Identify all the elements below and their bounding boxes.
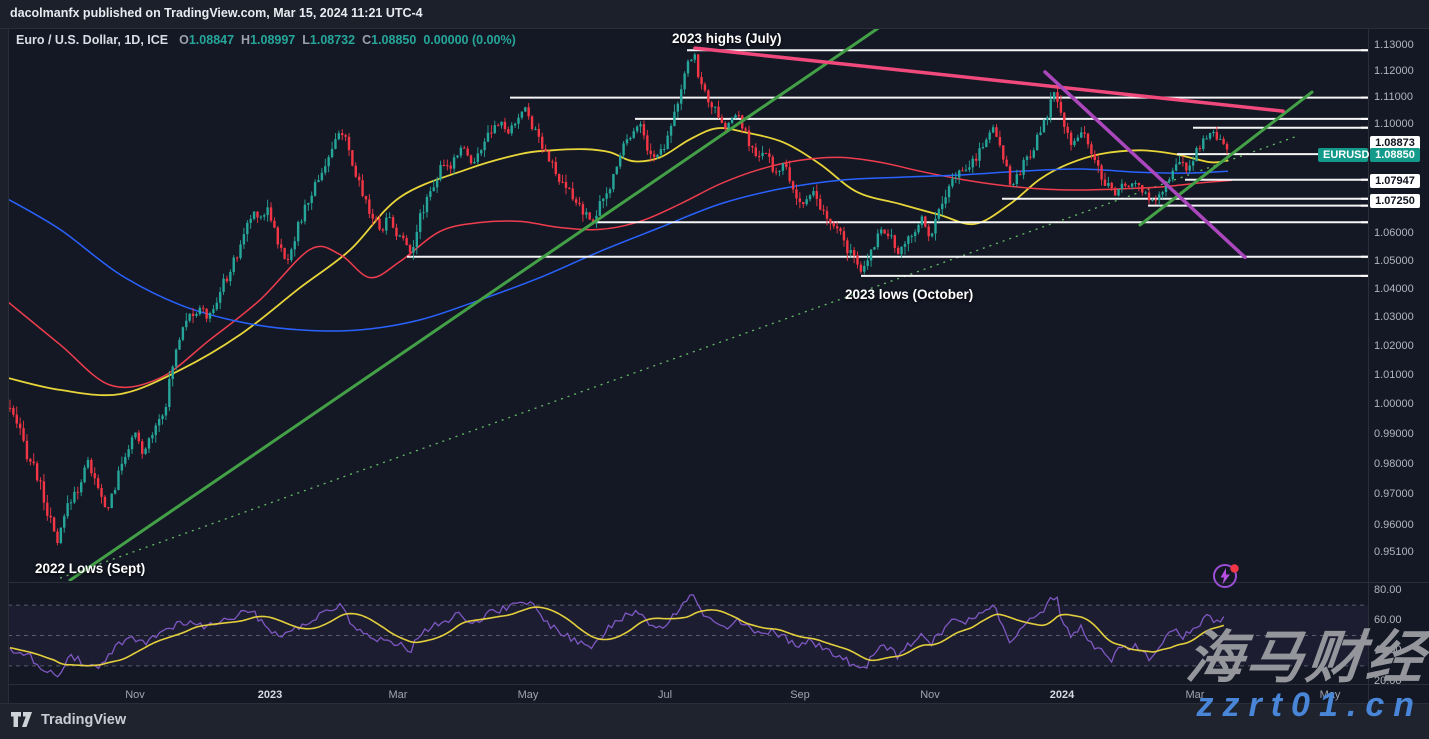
ma-blue-200 bbox=[8, 168, 1229, 332]
rsi-tick-label: 20.00 bbox=[1374, 674, 1402, 687]
ohlc-value: 1.08732 bbox=[309, 33, 356, 47]
ohlc-values: O1.08847 H1.08997 L1.08732 C1.08850 0.00000 … bbox=[172, 33, 516, 47]
trendline-downtrend-late-2023[interactable] bbox=[1043, 70, 1247, 260]
rsi-ma-line bbox=[9, 606, 1225, 667]
trendline-uptrend-from-2022-lows[interactable] bbox=[68, 20, 890, 581]
candlestick-series bbox=[8, 52, 1229, 546]
price-tick-label: 1.03000 bbox=[1374, 311, 1414, 324]
price-level-label: 1.08873 bbox=[1370, 135, 1420, 150]
change-value: 0.00000 (0.00%) bbox=[423, 33, 516, 47]
rsi-tick-label: 40.00 bbox=[1374, 644, 1402, 657]
footer-brand[interactable]: TradingView bbox=[10, 711, 126, 728]
ohlc-label: H bbox=[241, 33, 251, 47]
annotation-2023-highs[interactable]: 2023 highs (July) bbox=[672, 31, 782, 46]
rsi-pane[interactable] bbox=[8, 594, 1368, 678]
price-tick-label: 1.06000 bbox=[1374, 226, 1414, 239]
rsi-tick-label: 80.00 bbox=[1374, 583, 1402, 596]
price-tick-label: 1.10000 bbox=[1374, 117, 1414, 130]
symbol-legend: Euro / U.S. Dollar, 1D, ICE O1.08847 H1.08… bbox=[16, 33, 516, 47]
trendline-dashed-channel-line[interactable] bbox=[59, 136, 1296, 579]
lightning-button[interactable] bbox=[1209, 558, 1243, 592]
price-tick-label: 1.13000 bbox=[1374, 38, 1414, 51]
watermark-cjk: 海马财经 bbox=[1183, 626, 1429, 690]
price-tick-label: 0.99000 bbox=[1374, 428, 1414, 441]
annotation-2023-lows[interactable]: 2023 lows (October) bbox=[845, 287, 974, 302]
ohlc-label: O bbox=[179, 33, 189, 47]
time-tick-label: May bbox=[1319, 689, 1341, 701]
chart-chrome bbox=[0, 28, 1429, 704]
rsi-tick-label: 60.00 bbox=[1374, 613, 1402, 626]
ohlc-value: 1.08850 bbox=[371, 33, 417, 47]
trendline-uptrend-2024[interactable] bbox=[1138, 90, 1314, 227]
time-tick-label: Nov bbox=[125, 689, 145, 701]
time-tick-label: Jul bbox=[657, 689, 673, 701]
lightning-icon bbox=[1213, 564, 1239, 588]
price-tick-label: 0.98000 bbox=[1374, 457, 1414, 470]
price-pane[interactable] bbox=[8, 20, 1368, 581]
ohlc-label: C bbox=[362, 33, 372, 47]
symbol-title[interactable]: Euro / U.S. Dollar, 1D, ICE bbox=[16, 33, 169, 47]
byline: dacolmanfx published on TradingView.com,… bbox=[10, 6, 423, 20]
ma-red-fast bbox=[8, 156, 1233, 389]
price-tick-label: 1.00000 bbox=[1374, 398, 1414, 411]
footer-background bbox=[0, 703, 1429, 739]
notification-dot-icon bbox=[1230, 564, 1239, 573]
annotation-2022-lows[interactable]: 2022 Lows (Sept) bbox=[35, 561, 146, 576]
current-price-symbol: EURUSD bbox=[1318, 148, 1369, 162]
price-tick-label: 0.95100 bbox=[1374, 546, 1414, 559]
time-tick-label: May bbox=[517, 689, 539, 701]
price-tick-label: 1.05000 bbox=[1374, 254, 1414, 267]
trendline-resistance-from-2023-highs[interactable] bbox=[693, 46, 1285, 113]
price-level-label: 1.07947 bbox=[1370, 173, 1420, 188]
price-tick-label: 0.96000 bbox=[1374, 518, 1414, 531]
ohlc-value: 1.08847 bbox=[188, 33, 235, 47]
price-tick-label: 1.04000 bbox=[1374, 282, 1414, 295]
time-tick-label: Nov bbox=[920, 689, 940, 701]
ma-yellow-slow bbox=[8, 127, 1229, 397]
price-level-label: 1.07250 bbox=[1370, 193, 1420, 208]
watermark-url: zzrt01.cn bbox=[1196, 686, 1423, 724]
time-tick-label: 2023 bbox=[257, 689, 283, 701]
chart-pane-background bbox=[8, 28, 1429, 703]
price-tick-label: 0.97000 bbox=[1374, 488, 1414, 501]
time-tick-label: 2024 bbox=[1049, 689, 1075, 701]
tradingview-logo-icon bbox=[11, 712, 32, 727]
ohlc-label: L bbox=[302, 33, 310, 47]
time-tick-label: Mar bbox=[388, 689, 408, 701]
footer-brand-text: TradingView bbox=[41, 711, 127, 728]
current-price-value: 1.08850 bbox=[1370, 148, 1420, 162]
price-tick-label: 1.01000 bbox=[1374, 369, 1414, 382]
price-tick-label: 1.12000 bbox=[1374, 64, 1414, 77]
price-tick-label: 1.02000 bbox=[1374, 340, 1414, 353]
time-tick-label: Mar bbox=[1185, 689, 1205, 701]
current-price-label: EURUSD 1.08850 bbox=[1318, 148, 1420, 162]
price-tick-label: 1.11000 bbox=[1374, 91, 1413, 104]
time-tick-label: Sep bbox=[790, 689, 810, 701]
ohlc-value: 1.08997 bbox=[250, 33, 296, 47]
